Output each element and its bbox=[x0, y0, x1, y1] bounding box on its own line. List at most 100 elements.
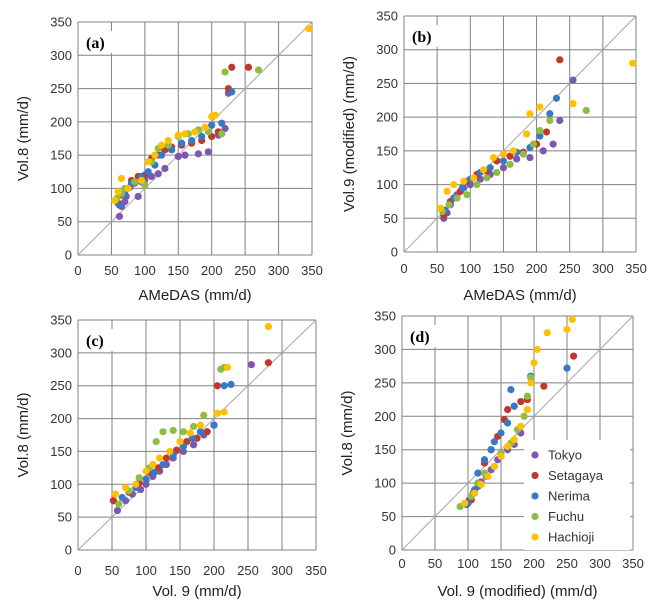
y-tick-label: 150 bbox=[376, 143, 398, 158]
data-point bbox=[186, 429, 194, 437]
data-point bbox=[137, 176, 146, 185]
y-axis-label: Vol.8 (mm/d) bbox=[15, 96, 32, 181]
data-point bbox=[190, 422, 198, 431]
data-point bbox=[135, 474, 143, 482]
data-point bbox=[228, 63, 236, 71]
data-point bbox=[211, 111, 219, 119]
data-point bbox=[568, 315, 576, 323]
y-tick-label: 350 bbox=[50, 313, 72, 328]
y-tick-label: 200 bbox=[374, 409, 396, 424]
data-point bbox=[517, 397, 525, 406]
legend-label: Tokyo bbox=[548, 448, 582, 463]
legend-label: Hachioji bbox=[548, 530, 594, 545]
data-point bbox=[510, 402, 518, 410]
data-point bbox=[115, 212, 124, 220]
data-point bbox=[149, 460, 157, 469]
x-tick-label: 300 bbox=[589, 556, 611, 571]
y-tick-label: 0 bbox=[65, 248, 72, 263]
data-point bbox=[159, 428, 167, 436]
data-point bbox=[210, 421, 218, 429]
legend-box bbox=[524, 440, 630, 550]
data-point bbox=[164, 136, 172, 145]
data-point bbox=[208, 121, 216, 129]
chart-panel: 00 50 50 100 100 150 150 200 200 250 250 300 300 350 3… bbox=[341, 9, 647, 305]
data-point bbox=[196, 428, 204, 436]
data-point bbox=[115, 201, 124, 209]
x-tick-label: 250 bbox=[556, 556, 578, 571]
data-point bbox=[247, 361, 255, 369]
x-tick-label: 250 bbox=[234, 263, 256, 278]
data-point bbox=[520, 412, 528, 420]
y-tick-label: 100 bbox=[50, 477, 72, 492]
data-point bbox=[460, 177, 468, 185]
x-tick-label: 100 bbox=[135, 563, 157, 578]
data-point bbox=[504, 419, 512, 427]
data-point bbox=[539, 147, 547, 155]
data-point bbox=[474, 469, 482, 477]
data-point bbox=[489, 154, 498, 162]
data-point bbox=[499, 164, 508, 172]
data-point bbox=[523, 130, 531, 138]
x-tick-label: 50 bbox=[104, 263, 118, 278]
data-point bbox=[157, 151, 166, 159]
panel-label-backdrop bbox=[409, 25, 443, 47]
y-tick-label: 50 bbox=[382, 509, 396, 524]
data-point bbox=[111, 196, 119, 205]
y-tick-label: 100 bbox=[374, 476, 396, 491]
data-point bbox=[527, 379, 535, 387]
x-axis-label: AMeDAS (mm/d) bbox=[138, 287, 251, 304]
data-point bbox=[218, 130, 226, 138]
data-point bbox=[179, 428, 187, 436]
data-point bbox=[483, 174, 491, 182]
y-tick-label: 0 bbox=[65, 543, 72, 558]
x-tick-label: 350 bbox=[301, 263, 323, 278]
data-point bbox=[111, 490, 119, 498]
legend-label: Fuchu bbox=[548, 509, 584, 524]
data-point bbox=[529, 140, 537, 148]
chart-panel: 00 50 50 100 100 150 150 200 200 250 250 300 300 350 3… bbox=[15, 15, 323, 305]
legend-marker bbox=[531, 533, 539, 541]
data-point bbox=[196, 421, 204, 429]
x-tick-label: 100 bbox=[134, 263, 156, 278]
data-point bbox=[629, 59, 637, 67]
data-point bbox=[517, 422, 525, 430]
data-point bbox=[443, 187, 451, 195]
panel-label-backdrop bbox=[83, 31, 117, 53]
data-point bbox=[484, 472, 492, 481]
data-point bbox=[188, 136, 196, 145]
data-point bbox=[220, 382, 228, 390]
data-point bbox=[157, 141, 166, 149]
data-point bbox=[224, 363, 232, 371]
x-tick-label: 0 bbox=[74, 263, 81, 278]
data-point bbox=[179, 447, 187, 456]
data-point bbox=[533, 345, 541, 354]
y-tick-label: 250 bbox=[374, 375, 396, 390]
legend-label: Setagaya bbox=[548, 468, 604, 483]
data-point bbox=[162, 454, 170, 462]
data-point bbox=[490, 438, 498, 446]
data-point bbox=[570, 352, 578, 360]
data-point bbox=[530, 359, 538, 367]
data-point bbox=[174, 131, 182, 139]
data-point bbox=[264, 322, 272, 331]
data-point bbox=[479, 166, 488, 174]
data-point bbox=[436, 204, 445, 212]
y-tick-label: 0 bbox=[391, 245, 398, 260]
data-point bbox=[453, 194, 461, 202]
data-point bbox=[499, 157, 508, 165]
data-point bbox=[132, 480, 140, 488]
data-point bbox=[194, 150, 202, 158]
data-point bbox=[487, 446, 495, 454]
data-point bbox=[510, 436, 518, 444]
data-point bbox=[499, 150, 508, 158]
data-point bbox=[169, 426, 177, 434]
y-tick-label: 150 bbox=[50, 148, 72, 163]
data-point bbox=[114, 188, 122, 196]
data-point bbox=[174, 152, 182, 161]
data-point bbox=[477, 480, 485, 489]
panel-label: (a) bbox=[86, 35, 105, 52]
y-tick-label: 300 bbox=[50, 48, 72, 63]
data-point bbox=[178, 139, 186, 147]
y-tick-label: 350 bbox=[50, 15, 72, 30]
